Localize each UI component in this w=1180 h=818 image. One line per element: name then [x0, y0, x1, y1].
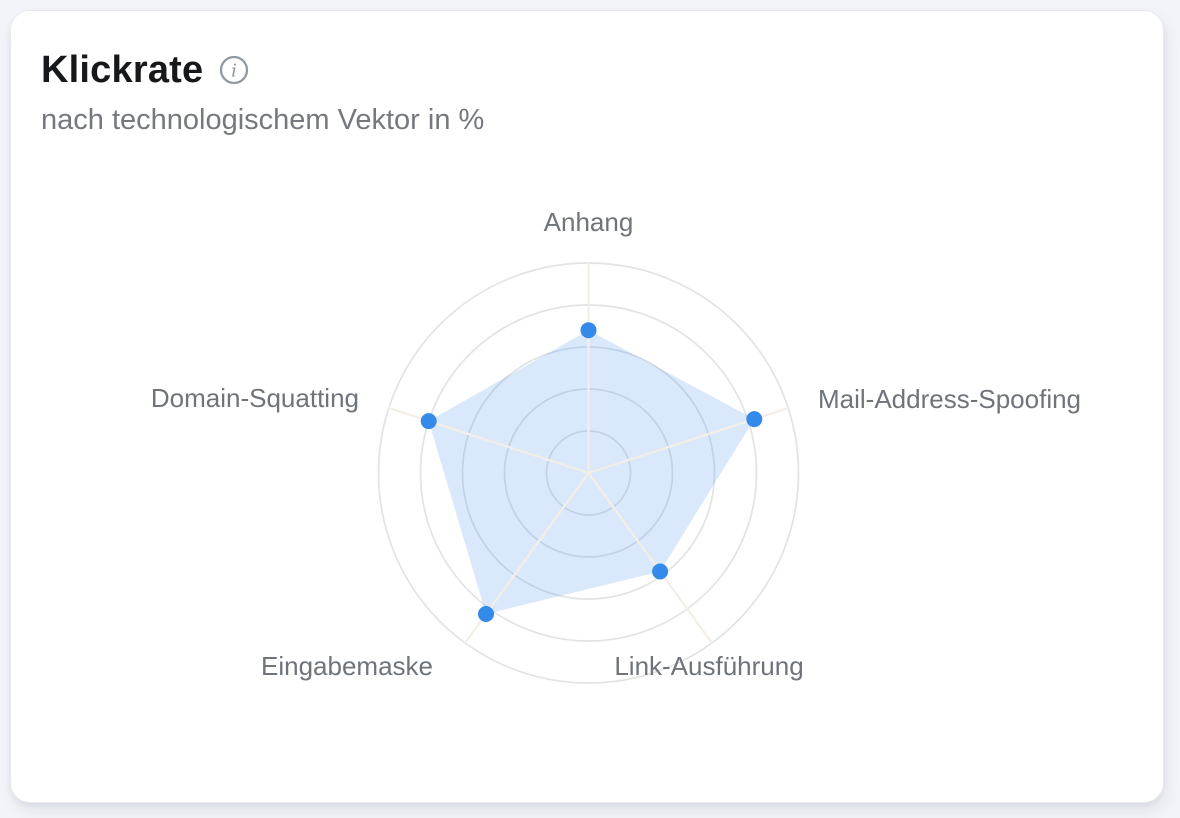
radar-chart: Anhang Mail-Address-Spoofing Link-Ausführu…	[151, 207, 1081, 684]
data-point[interactable]	[478, 606, 494, 622]
data-point[interactable]	[420, 413, 437, 430]
axis-label: Anhang	[544, 207, 634, 237]
info-icon[interactable]: i	[219, 55, 249, 85]
info-icon-glyph: i	[231, 60, 237, 81]
chart-card: Klickrate i nach technologischem Vektor …	[10, 10, 1164, 803]
chart-subtitle: nach technologischem Vektor in %	[41, 104, 485, 136]
axis-label: Eingabemaske	[261, 651, 433, 681]
info-icon-circle	[220, 55, 249, 85]
axis-label: Mail-Address-Spoofing	[818, 384, 1081, 414]
axis-line	[587, 472, 713, 644]
card-header: Klickrate i nach technologischem Vektor …	[41, 51, 484, 137]
axis-label: Link-Ausführung	[614, 651, 803, 681]
data-point[interactable]	[580, 322, 597, 339]
data-point[interactable]	[652, 563, 669, 580]
title-row: Klickrate i	[41, 51, 484, 89]
data-point[interactable]	[746, 411, 763, 428]
chart-title: Klickrate	[41, 49, 204, 91]
axis-label: Domain-Squatting	[151, 383, 359, 413]
